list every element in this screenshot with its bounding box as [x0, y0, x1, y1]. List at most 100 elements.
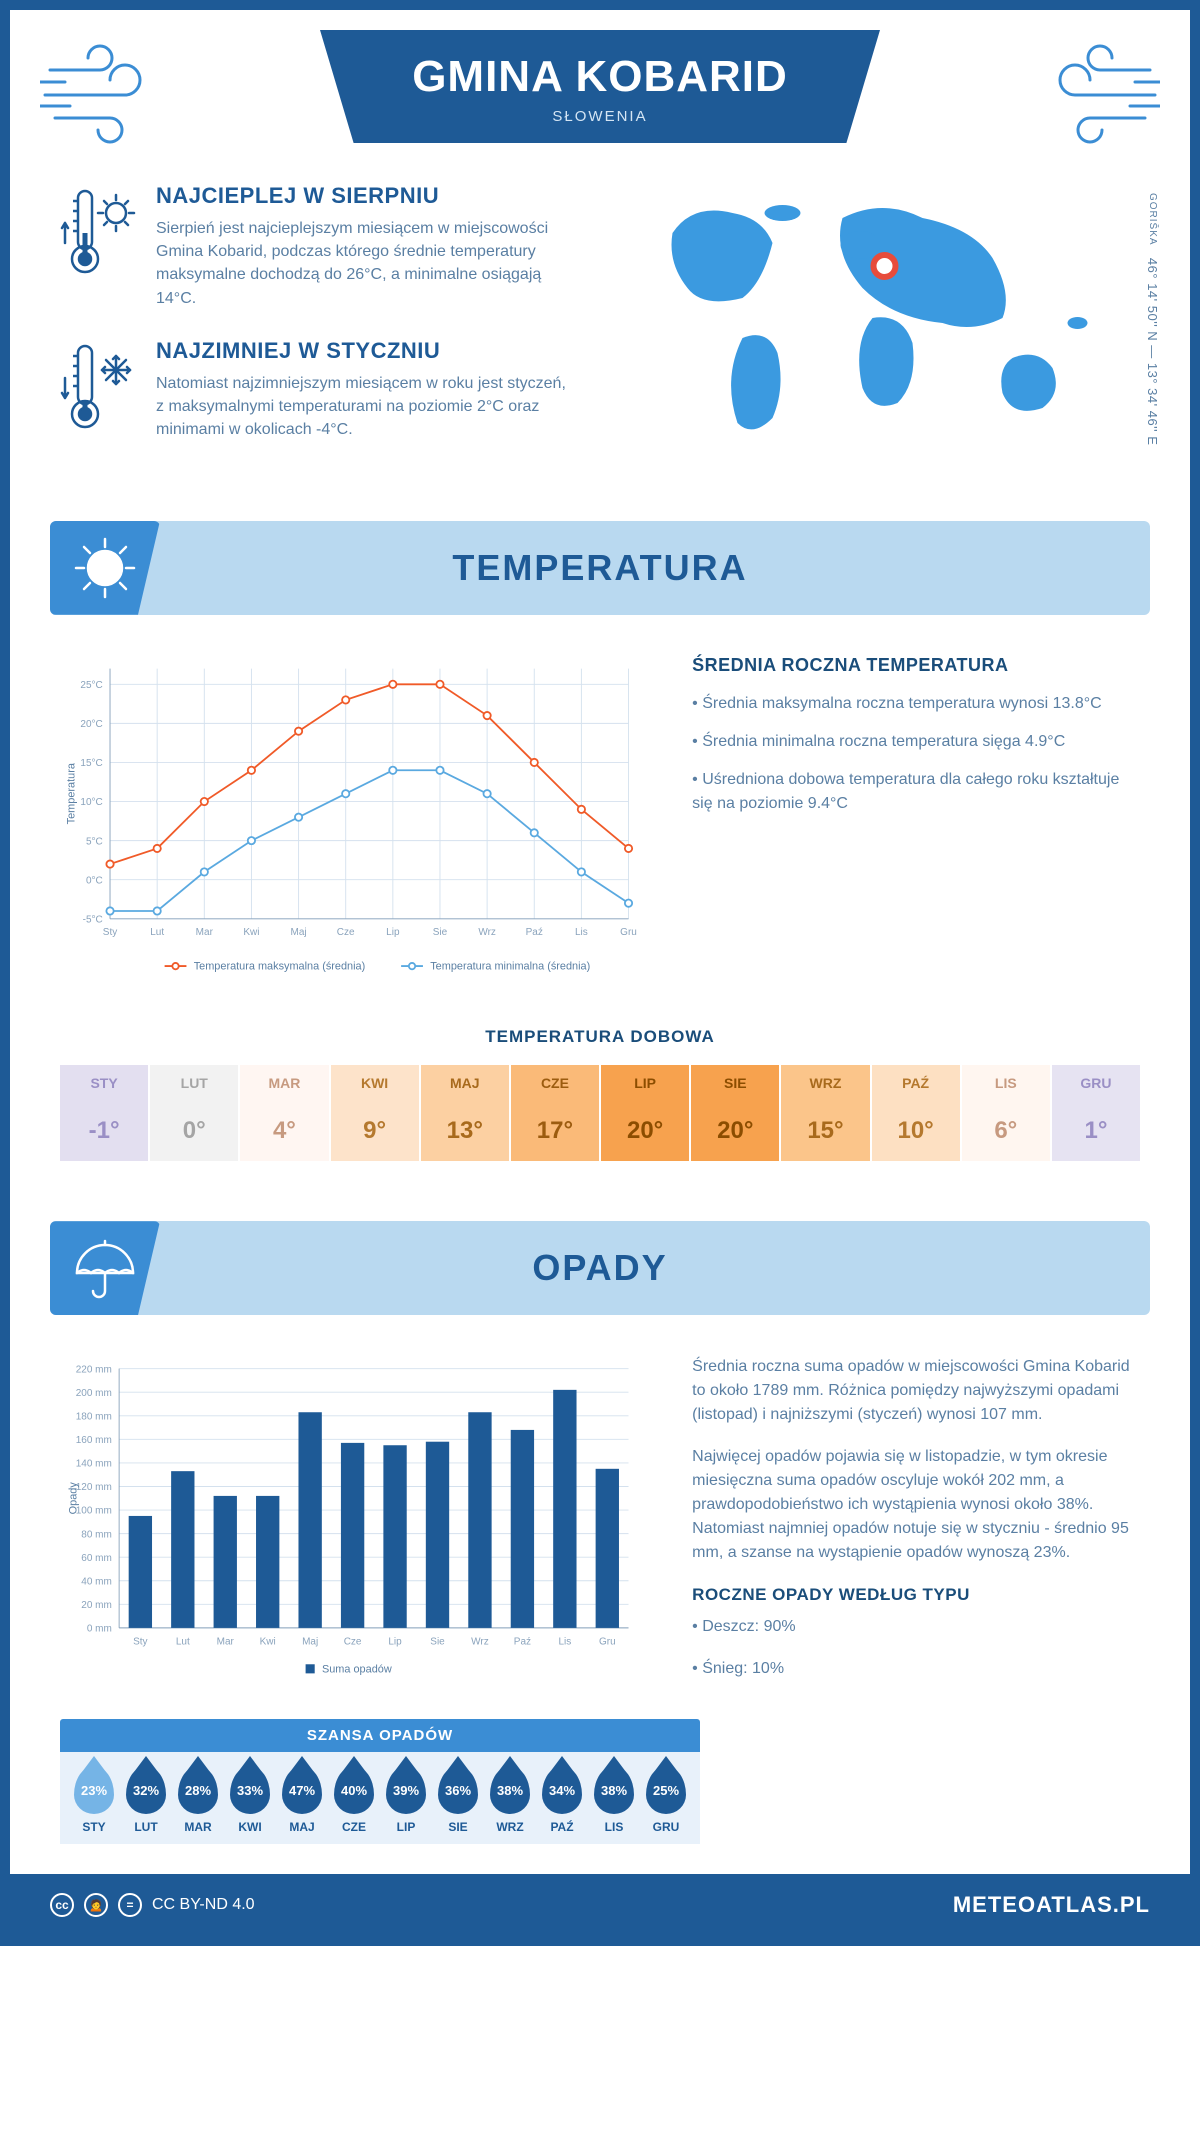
location-marker-icon — [874, 255, 896, 277]
temp-bullet-3: • Uśredniona dobowa temperatura dla całe… — [692, 768, 1140, 816]
chance-item: 23% STY — [68, 1766, 120, 1834]
chance-item: 36% SIE — [432, 1766, 484, 1834]
chance-value: 34% — [549, 1783, 575, 1798]
raindrop-icon: 33% — [230, 1766, 270, 1814]
temp-col-month: PAŹ — [872, 1065, 960, 1101]
temp-col-month: KWI — [331, 1065, 419, 1101]
svg-text:220 mm: 220 mm — [76, 1365, 112, 1376]
chance-item: 39% LIP — [380, 1766, 432, 1834]
temp-col-month: CZE — [511, 1065, 599, 1101]
temp-col: MAJ 13° — [421, 1065, 511, 1161]
temp-col: MAR 4° — [240, 1065, 330, 1161]
chance-value: 23% — [81, 1783, 107, 1798]
opady-title: OPADY — [50, 1247, 1150, 1289]
opady-type-snow: • Śnieg: 10% — [692, 1657, 1140, 1681]
temp-col-value: 15° — [781, 1101, 869, 1161]
raindrop-icon: 25% — [646, 1766, 686, 1814]
svg-text:100 mm: 100 mm — [76, 1506, 112, 1517]
svg-text:Sie: Sie — [430, 1636, 445, 1647]
umbrella-icon — [50, 1221, 160, 1315]
temperature-title: TEMPERATURA — [50, 547, 1150, 589]
raindrop-icon: 40% — [334, 1766, 374, 1814]
raindrop-icon: 47% — [282, 1766, 322, 1814]
temp-col-month: GRU — [1052, 1065, 1140, 1101]
opady-banner: OPADY — [50, 1221, 1150, 1315]
svg-text:5°C: 5°C — [86, 836, 103, 847]
temp-col: LUT 0° — [150, 1065, 240, 1161]
chance-month: LIS — [588, 1820, 640, 1834]
svg-text:Kwi: Kwi — [243, 927, 259, 938]
daily-temp-title: TEMPERATURA DOBOWA — [60, 1027, 1140, 1047]
title-banner: GMINA KOBARID SŁOWENIA — [320, 30, 880, 143]
daily-temp-table: STY -1°LUT 0°MAR 4°KWI 9°MAJ 13°CZE 17°L… — [60, 1065, 1140, 1161]
svg-text:-5°C: -5°C — [83, 914, 103, 925]
chance-month: CZE — [328, 1820, 380, 1834]
svg-text:Cze: Cze — [344, 1636, 362, 1647]
svg-text:Temperatura minimalna (średnia: Temperatura minimalna (średnia) — [430, 960, 590, 972]
svg-text:Gru: Gru — [599, 1636, 616, 1647]
temp-col-value: 20° — [691, 1101, 779, 1161]
svg-text:Wrz: Wrz — [471, 1636, 489, 1647]
chance-item: 47% MAJ — [276, 1766, 328, 1834]
svg-text:Mar: Mar — [196, 927, 214, 938]
chance-month: MAR — [172, 1820, 224, 1834]
opady-row: 0 mm20 mm40 mm60 mm80 mm100 mm120 mm140 … — [10, 1315, 1190, 1719]
raindrop-icon: 28% — [178, 1766, 218, 1814]
cc-icon: cc — [50, 1893, 74, 1917]
temp-col-month: MAJ — [421, 1065, 509, 1101]
temp-col-month: LUT — [150, 1065, 238, 1101]
fact-hot-title: NAJCIEPLEJ W SIERPNIU — [156, 183, 575, 209]
page-subtitle: SŁOWENIA — [380, 108, 820, 125]
temperature-chart: -5°C0°C5°C10°C15°C20°C25°CStyLutMarKwiMa… — [60, 655, 642, 987]
chance-value: 38% — [497, 1783, 523, 1798]
svg-text:Maj: Maj — [291, 927, 307, 938]
chance-value: 40% — [341, 1783, 367, 1798]
temp-col-month: STY — [60, 1065, 148, 1101]
fact-hot-text: Sierpień jest najcieplejszym miesiącem w… — [156, 217, 575, 310]
opady-info: Średnia roczna suma opadów w miejscowośc… — [692, 1355, 1140, 1699]
page-title: GMINA KOBARID — [380, 52, 820, 102]
chance-month: PAŹ — [536, 1820, 588, 1834]
temp-col-month: SIE — [691, 1065, 779, 1101]
chance-item: 32% LUT — [120, 1766, 172, 1834]
temp-col-value: 10° — [872, 1101, 960, 1161]
svg-text:10°C: 10°C — [80, 797, 102, 808]
fact-cold: NAJZIMNIEJ W STYCZNIU Natomiast najzimni… — [60, 338, 575, 443]
raindrop-icon: 39% — [386, 1766, 426, 1814]
svg-text:20°C: 20°C — [80, 719, 102, 730]
chance-item: 38% LIS — [588, 1766, 640, 1834]
chance-title: SZANSA OPADÓW — [60, 1719, 700, 1752]
temp-col-month: LIS — [962, 1065, 1050, 1101]
svg-text:180 mm: 180 mm — [76, 1412, 112, 1423]
fact-hot: NAJCIEPLEJ W SIERPNIU Sierpień jest najc… — [60, 183, 575, 310]
chance-value: 47% — [289, 1783, 315, 1798]
temp-col: WRZ 15° — [781, 1065, 871, 1161]
chance-month: SIE — [432, 1820, 484, 1834]
temp-col-value: 6° — [962, 1101, 1050, 1161]
opady-type-title: ROCZNE OPADY WEDŁUG TYPU — [692, 1585, 1140, 1605]
svg-text:Lis: Lis — [575, 927, 588, 938]
chance-value: 38% — [601, 1783, 627, 1798]
chance-month: GRU — [640, 1820, 692, 1834]
svg-text:Maj: Maj — [302, 1636, 318, 1647]
temp-col: SIE 20° — [691, 1065, 781, 1161]
temp-col: LIP 20° — [601, 1065, 691, 1161]
raindrop-icon: 38% — [594, 1766, 634, 1814]
svg-text:Paź: Paź — [514, 1636, 531, 1647]
coordinates: GORIŠKA 46° 14' 50'' N — 13° 34' 46'' E — [1145, 193, 1160, 445]
opady-type-rain: • Deszcz: 90% — [692, 1615, 1140, 1639]
fact-cold-title: NAJZIMNIEJ W STYCZNIU — [156, 338, 575, 364]
temp-col-value: 4° — [240, 1101, 328, 1161]
svg-text:120 mm: 120 mm — [76, 1482, 112, 1493]
svg-text:Sie: Sie — [433, 927, 448, 938]
nd-icon: = — [118, 1893, 142, 1917]
svg-text:Paź: Paź — [526, 927, 543, 938]
raindrop-icon: 36% — [438, 1766, 478, 1814]
svg-text:0 mm: 0 mm — [87, 1624, 112, 1635]
chance-value: 33% — [237, 1783, 263, 1798]
wind-icon — [1020, 40, 1160, 150]
chance-item: 33% KWI — [224, 1766, 276, 1834]
svg-text:Gru: Gru — [620, 927, 637, 938]
opady-para-1: Średnia roczna suma opadów w miejscowośc… — [692, 1355, 1140, 1427]
chance-row: 23% STY32% LUT28% MAR33% KWI47% MAJ 40% C… — [60, 1752, 700, 1844]
